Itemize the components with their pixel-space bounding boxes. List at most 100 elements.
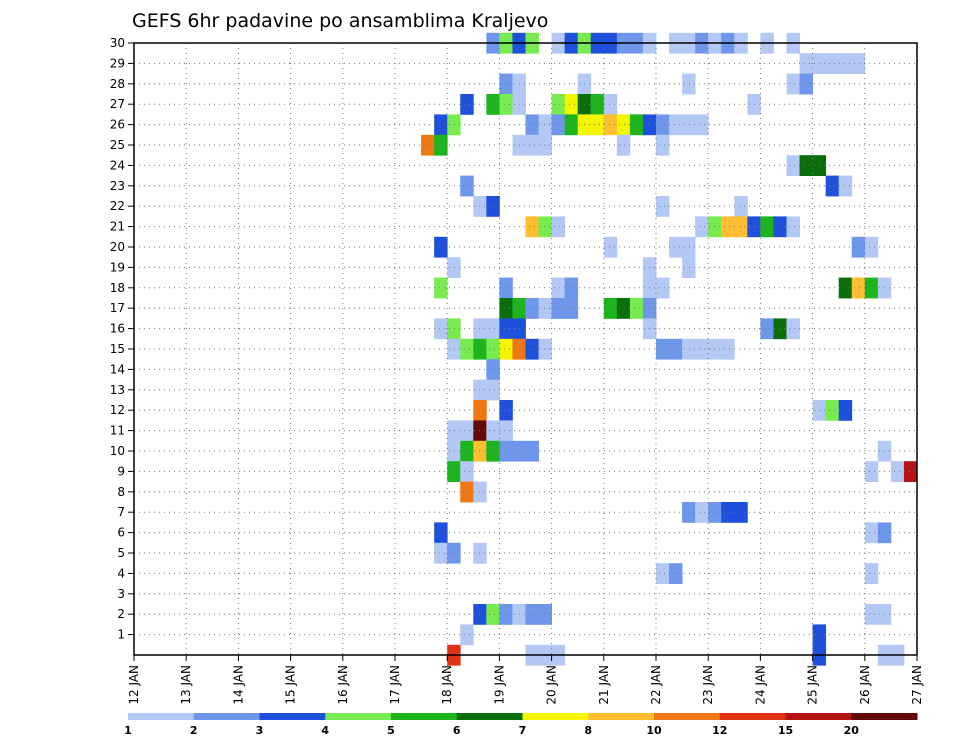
y-tick-label: 26 bbox=[110, 118, 125, 132]
heatmap-cell bbox=[486, 379, 500, 401]
heatmap-cell bbox=[721, 502, 735, 523]
heatmap-cell bbox=[682, 338, 696, 360]
heatmap-cell bbox=[499, 94, 513, 115]
y-tick-label: 25 bbox=[110, 138, 125, 152]
heatmap-cell bbox=[525, 604, 539, 625]
heatmap-cell bbox=[447, 114, 461, 136]
heatmap-cell bbox=[447, 461, 461, 482]
heatmap-cell bbox=[473, 440, 487, 462]
y-tick-label: 2 bbox=[117, 607, 125, 621]
y-tick-label: 3 bbox=[117, 587, 125, 601]
y-tick-label: 23 bbox=[110, 179, 125, 193]
heatmap-cell bbox=[799, 155, 813, 176]
heatmap-cell bbox=[851, 277, 866, 299]
heatmap-cell bbox=[460, 481, 474, 503]
heatmap-cell bbox=[434, 542, 448, 564]
heatmap-cell bbox=[695, 114, 709, 136]
colorbar-swatch bbox=[719, 713, 786, 720]
y-tick-label: 15 bbox=[110, 342, 125, 356]
heatmap-cell bbox=[695, 338, 709, 360]
x-tick-label: 15 JAN bbox=[284, 665, 298, 705]
colorbar-swatch bbox=[851, 713, 918, 720]
heatmap-cell bbox=[473, 604, 487, 625]
heatmap-cell bbox=[460, 175, 474, 197]
heatmap-cell bbox=[473, 481, 487, 503]
y-tick-label: 19 bbox=[110, 260, 125, 274]
colorbar-swatch bbox=[325, 713, 392, 720]
heatmap-cell bbox=[473, 542, 487, 564]
heatmap-cell bbox=[669, 236, 683, 258]
heatmap-cell bbox=[682, 236, 696, 258]
heatmap-cell bbox=[447, 440, 461, 462]
y-tick-label: 12 bbox=[110, 403, 125, 417]
heatmap-cell bbox=[564, 298, 579, 319]
heatmap-cell bbox=[551, 94, 566, 115]
x-tick-label: 12 JAN bbox=[127, 665, 141, 705]
x-tick-label: 16 JAN bbox=[336, 665, 350, 705]
heatmap-cell bbox=[734, 502, 748, 523]
heatmap-cell bbox=[564, 114, 579, 136]
heatmap-cell bbox=[473, 338, 487, 360]
heatmap-cell bbox=[616, 134, 631, 156]
colorbar-swatch bbox=[391, 713, 458, 720]
heatmap-cell bbox=[864, 563, 879, 584]
heatmap-cell bbox=[564, 94, 579, 115]
x-tick-label: 22 JAN bbox=[649, 665, 663, 705]
grid-lines bbox=[134, 42, 917, 655]
colorbar-swatch bbox=[654, 713, 721, 720]
colorbar-swatch bbox=[259, 713, 326, 720]
x-tick-label: 20 JAN bbox=[545, 665, 559, 705]
y-axis: 1234567891011121314151617181920212223242… bbox=[110, 36, 134, 642]
heatmap-cell bbox=[603, 298, 618, 319]
heatmap-cell bbox=[447, 338, 461, 360]
y-tick-label: 22 bbox=[110, 199, 125, 213]
heatmap-cell bbox=[682, 502, 696, 523]
heatmap-cell bbox=[525, 216, 539, 238]
heatmap-cell bbox=[721, 216, 735, 238]
y-tick-label: 28 bbox=[110, 77, 125, 91]
heatmap-cell bbox=[551, 216, 566, 238]
x-tick-label: 24 JAN bbox=[753, 665, 767, 705]
y-tick-label: 21 bbox=[110, 220, 125, 234]
heatmap-cell bbox=[460, 420, 474, 442]
colorbar-label: 3 bbox=[256, 724, 264, 737]
colorbar-swatch bbox=[128, 713, 195, 720]
y-tick-label: 14 bbox=[110, 362, 125, 376]
colorbar-label: 6 bbox=[453, 724, 461, 737]
y-tick-label: 13 bbox=[110, 383, 125, 397]
colorbar-legend: 1 2 3 4 5 6 7 8 10 12 15 20 bbox=[124, 713, 918, 737]
heatmap-cell bbox=[773, 318, 787, 340]
heatmap-cells bbox=[421, 32, 918, 666]
y-tick-label: 8 bbox=[117, 485, 125, 499]
heatmap-cell bbox=[669, 563, 683, 584]
heatmap-cell bbox=[695, 216, 709, 238]
heatmap-cell bbox=[851, 236, 866, 258]
heatmap-cell bbox=[825, 53, 840, 74]
x-axis: 12 JAN 13 JAN 14 JAN 15 JAN 16 JAN 17 JAN 18 J… bbox=[127, 655, 924, 705]
heatmap-cell bbox=[656, 114, 670, 136]
heatmap-cell bbox=[603, 236, 618, 258]
y-tick-label: 24 bbox=[110, 158, 125, 172]
heatmap-cell bbox=[799, 73, 813, 95]
heatmap-cell bbox=[538, 604, 552, 625]
colorbar-label: 10 bbox=[646, 724, 662, 737]
heatmap-cell bbox=[473, 420, 487, 442]
heatmap-cell bbox=[499, 338, 513, 360]
heatmap-cell bbox=[460, 440, 474, 462]
heatmap-cell bbox=[473, 379, 487, 401]
heatmap-cell bbox=[486, 338, 500, 360]
x-tick-label: 17 JAN bbox=[388, 665, 402, 705]
heatmap-cell bbox=[721, 338, 735, 360]
heatmap-cell bbox=[564, 277, 579, 299]
heatmap-cell bbox=[434, 277, 448, 299]
heatmap-cell bbox=[864, 522, 879, 544]
heatmap-cell bbox=[499, 420, 513, 442]
heatmap-cell bbox=[499, 604, 513, 625]
heatmap-cell bbox=[460, 461, 474, 482]
heatmap-cell bbox=[525, 440, 539, 462]
heatmap-cell bbox=[538, 114, 552, 136]
heatmap-cell bbox=[551, 277, 566, 299]
heatmap-cell bbox=[629, 298, 644, 319]
heatmap-cell bbox=[616, 298, 631, 319]
heatmap-cell bbox=[590, 94, 605, 115]
